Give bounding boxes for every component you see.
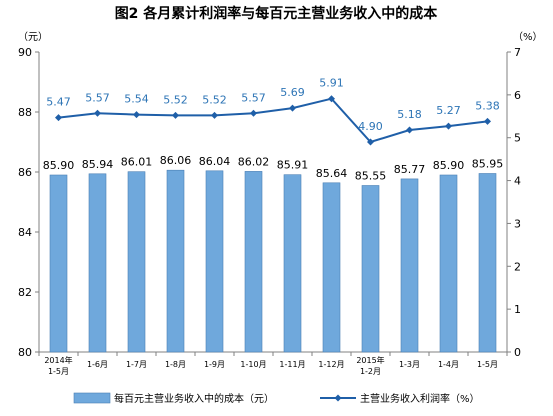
profit-rate-marker	[94, 109, 101, 117]
right-y-tick-label: 0	[514, 346, 521, 359]
x-tick-label: 1-7月	[126, 360, 147, 369]
right-y-tick-label: 5	[514, 132, 521, 145]
x-tick-label: 2015年	[356, 355, 384, 365]
legend: 每百元主营业务收入中的成本（元） 主营业务收入利润率（%）	[73, 392, 480, 405]
cost-bar	[127, 171, 146, 353]
right-y-tick-label: 7	[514, 46, 521, 59]
profit-rate-value-label: 5.27	[436, 104, 461, 117]
left-y-tick-label: 86	[18, 166, 32, 179]
profit-rate-value-label: 4.90	[358, 120, 383, 133]
right-y-tick-label: 1	[514, 303, 521, 316]
left-y-tick-label: 84	[18, 226, 32, 239]
chart-title: 图2 各月累计利润率与每百元主营业务收入中的成本	[115, 5, 439, 22]
profit-rate-value-label: 5.57	[85, 91, 110, 104]
profit-rate-marker	[250, 109, 257, 117]
profit-rate-marker	[172, 111, 179, 119]
cost-bar-value-label: 86.04	[199, 155, 231, 168]
cost-bar-value-label: 86.01	[121, 156, 153, 169]
plot-area: 80 82 84 86 88 90 0 1 2 3 4 5 6 7 2014年 1-5月 1-6月 1-7月 1-8…	[18, 46, 521, 376]
x-tick-label: 1-6月	[87, 360, 108, 369]
x-tick-label: 1-11月	[279, 360, 305, 369]
x-tick-label: 1-2月	[360, 367, 381, 376]
right-y-tick-label: 6	[514, 89, 521, 102]
profit-rate-value-label: 5.57	[241, 91, 266, 104]
right-y-tick-label: 2	[514, 260, 521, 273]
profit-rate-value-label: 5.47	[46, 96, 71, 109]
cost-bar	[49, 174, 68, 353]
profit-rate-marker	[55, 114, 62, 122]
cost-bar-value-label: 85.91	[277, 159, 309, 172]
cost-bar	[244, 171, 263, 353]
cost-bar	[88, 173, 107, 353]
legend-swatch-marker	[334, 394, 342, 402]
legend-label-bar: 每百元主营业务收入中的成本（元）	[114, 392, 274, 405]
profit-rate-value-label: 5.54	[124, 93, 149, 106]
right-y-tick-label: 4	[514, 175, 521, 188]
cost-bar	[478, 173, 497, 353]
left-y-tick-label: 90	[18, 46, 32, 59]
cost-bar	[283, 174, 302, 353]
left-axis-unit: （元）	[18, 31, 48, 43]
x-tick-label: 1-5月	[477, 360, 498, 369]
profit-rate-value-label: 5.91	[319, 77, 344, 90]
legend-swatch-bar	[73, 392, 111, 404]
profit-rate-value-label: 5.38	[475, 99, 500, 112]
profit-rate-marker	[484, 117, 491, 125]
left-y-tick-label: 80	[18, 346, 32, 359]
profit-rate-value-label: 5.52	[202, 93, 227, 106]
x-tick-label: 2014年	[44, 355, 72, 365]
profit-rate-marker	[445, 122, 452, 130]
profit-rate-marker	[367, 138, 374, 146]
cost-bar	[322, 182, 341, 353]
cost-bar	[400, 178, 419, 353]
left-y-tick-label: 82	[18, 286, 32, 299]
cost-bar	[439, 174, 458, 353]
x-tick-label: 1-5月	[48, 367, 69, 376]
cost-bar	[361, 185, 380, 353]
profit-rate-marker	[211, 111, 218, 119]
cost-bar-value-label: 85.77	[394, 163, 426, 176]
cost-bar-value-label: 85.94	[82, 158, 114, 171]
cost-bar	[166, 169, 185, 353]
cost-bar-value-label: 85.95	[472, 158, 504, 171]
x-tick-label: 1-8月	[165, 360, 186, 369]
cost-bar	[205, 170, 224, 353]
profit-rate-value-label: 5.18	[397, 108, 422, 121]
profit-rate-marker	[133, 111, 140, 119]
legend-label-line: 主营业务收入利润率（%）	[360, 392, 480, 405]
cost-bar-value-label: 85.64	[316, 167, 348, 180]
right-y-tick-label: 3	[514, 217, 521, 230]
x-tick-label: 1-4月	[438, 360, 459, 369]
cost-bar-value-label: 85.90	[43, 159, 75, 172]
profit-rate-marker	[289, 104, 296, 112]
x-tick-label: 1-10月	[240, 360, 266, 369]
cost-bar-value-label: 86.02	[238, 155, 270, 168]
right-axis-unit: （%）	[513, 31, 543, 43]
left-y-tick-label: 88	[18, 106, 32, 119]
x-tick-label: 1-3月	[399, 360, 420, 369]
profit-rate-value-label: 5.52	[163, 93, 188, 106]
cost-bar-value-label: 85.55	[355, 170, 387, 183]
cost-bar-value-label: 85.90	[433, 159, 465, 172]
cost-bar-value-label: 86.06	[160, 154, 192, 167]
profit-rate-line	[58, 97, 488, 144]
profit-rate-marker	[328, 95, 335, 103]
profit-rate-marker	[406, 126, 413, 134]
profit-rate-value-label: 5.69	[280, 86, 305, 99]
x-tick-label: 1-12月	[318, 360, 344, 369]
x-tick-label: 1-9月	[204, 360, 225, 369]
